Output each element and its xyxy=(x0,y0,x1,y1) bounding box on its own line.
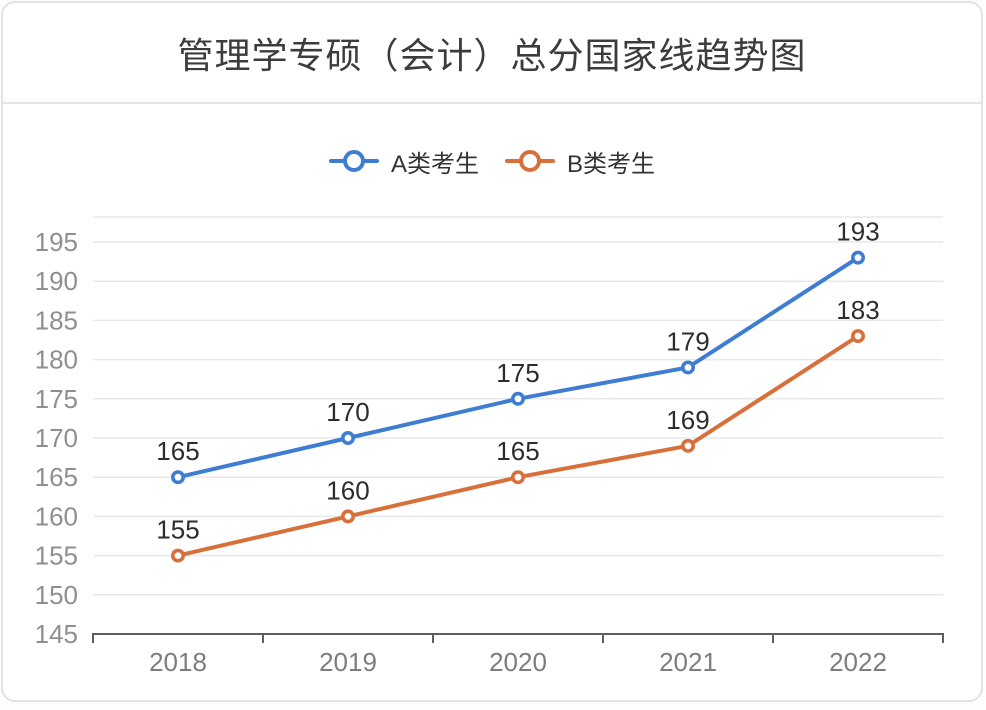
data-point-B类考生-2022 xyxy=(850,329,865,344)
data-label-B类考生-2020: 165 xyxy=(496,436,539,466)
y-axis-label-185: 185 xyxy=(35,305,78,335)
x-axis-label-2020: 2020 xyxy=(489,647,547,677)
title-bar: 管理学专硕（会计）总分国家线趋势图 xyxy=(3,3,981,104)
x-axis-label-2018: 2018 xyxy=(149,647,207,677)
line-marker-icon xyxy=(328,149,379,173)
x-axis-label-2019: 2019 xyxy=(319,647,377,677)
data-label-B类考生-2019: 160 xyxy=(326,475,369,505)
data-point-A类考生-2020 xyxy=(510,391,525,406)
trend-chart: 145 150 155 160 165 170 175 180 185 190 195 2018 201… xyxy=(35,216,944,677)
legend-item-series-a[interactable]: A类考生 xyxy=(328,144,479,179)
data-point-B类考生-2020 xyxy=(510,470,525,485)
y-axis-label-165: 165 xyxy=(35,462,78,492)
data-point-A类考生-2018 xyxy=(171,470,186,485)
data-label-B类考生-2022: 183 xyxy=(836,295,879,325)
data-point-B类考生-2019 xyxy=(340,509,355,524)
y-axis-label-160: 160 xyxy=(35,501,78,531)
y-axis-label-175: 175 xyxy=(35,384,78,414)
data-point-B类考生-2021 xyxy=(680,438,695,453)
data-label-A类考生-2022: 193 xyxy=(836,217,879,247)
data-point-A类考生-2019 xyxy=(340,430,355,445)
legend: A类考生 B类考生 xyxy=(3,139,981,183)
y-axis-label-145: 145 xyxy=(35,619,78,649)
y-axis-label-195: 195 xyxy=(35,227,78,257)
data-point-A类考生-2022 xyxy=(850,250,865,265)
data-label-A类考生-2018: 165 xyxy=(156,436,199,466)
legend-ring-icon xyxy=(342,150,365,172)
legend-item-series-b[interactable]: B类考生 xyxy=(505,144,655,179)
series-line-B类考生 xyxy=(176,334,860,558)
x-axis-label-2021: 2021 xyxy=(659,647,717,677)
y-axis-label-190: 190 xyxy=(35,266,78,296)
legend-label-series-b: B类考生 xyxy=(567,150,656,178)
y-axis-label-150: 150 xyxy=(35,580,78,610)
data-label-B类考生-2018: 155 xyxy=(156,515,199,545)
data-label-A类考生-2021: 179 xyxy=(666,326,709,356)
series-line-A类考生 xyxy=(176,255,860,480)
data-label-A类考生-2019: 170 xyxy=(326,397,369,427)
legend-label-series-a: A类考生 xyxy=(390,150,479,178)
chart-title: 管理学专硕（会计）总分国家线趋势图 xyxy=(177,34,807,76)
data-point-A类考生-2021 xyxy=(680,360,695,375)
data-point-B类考生-2018 xyxy=(171,548,186,563)
data-label-A类考生-2020: 175 xyxy=(496,358,539,388)
x-axis-label-2022: 2022 xyxy=(829,647,887,677)
y-axis-label-155: 155 xyxy=(35,541,78,571)
legend-ring-icon xyxy=(519,150,541,172)
y-axis-label-180: 180 xyxy=(35,345,78,375)
line-marker-icon xyxy=(505,149,555,173)
y-axis-label-170: 170 xyxy=(35,423,78,453)
data-label-B类考生-2021: 169 xyxy=(666,405,709,435)
